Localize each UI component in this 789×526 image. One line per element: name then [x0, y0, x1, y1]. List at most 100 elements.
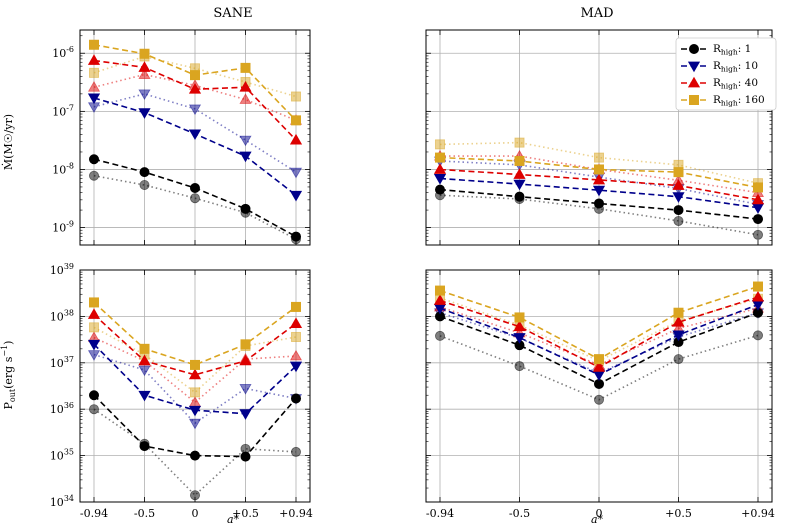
point-dashed-rhigh-40-mad-mdot	[433, 163, 447, 174]
ylabel-pout-main: P	[2, 401, 15, 409]
y-tick-label-sane-mdot: 10-7	[52, 103, 74, 118]
series-line-dashed-rhigh-160-mad-mdot	[439, 156, 759, 189]
x-tick-label-mad-pout: -0.5	[509, 507, 530, 520]
point-dashed-rhigh-40-mad-mdot	[513, 168, 526, 179]
panel-mad-pout: -0.94 -0.5 0 +0.5 +0.94	[425, 269, 775, 520]
point-dashed-rhigh-40-mad-pout	[751, 290, 765, 302]
ylabel-pout: Pout(erg s−1)	[0, 341, 17, 410]
point-dashed-rhigh-160-mad-mdot	[673, 167, 684, 178]
point-dotted-rhigh-160-mad-mdot	[514, 137, 525, 148]
point-dashed-rhigh-40-sane-pout	[188, 368, 202, 380]
xlabel-sane: a*	[227, 513, 240, 526]
legend-label-10: Rhigh: 10	[713, 60, 758, 74]
y-tick-label-base: 10	[50, 450, 64, 463]
y-tick-label-exp: -9	[66, 220, 74, 229]
point-dotted-rhigh-1-mad-pout	[673, 354, 684, 365]
y-tick-label-exp: -8	[66, 161, 74, 170]
point-dotted-rhigh-1-sane-mdot	[189, 193, 200, 204]
panels: 10-910-810-710-6103410351036103710381039…	[50, 29, 775, 520]
legend-label-10-main: R	[713, 60, 722, 72]
point-dashed-rhigh-40-mad-pout	[592, 361, 606, 372]
point-dotted-rhigh-1-sane-pout	[290, 446, 301, 457]
point-dashed-rhigh-160-sane-pout	[189, 359, 200, 370]
point-dashed-rhigh-160-mad-pout	[514, 312, 525, 323]
point-dashed-rhigh-10-mad-pout	[672, 330, 685, 342]
x-tick-label-mad-pout: 0	[596, 507, 603, 520]
y-tick-label-sane-mdot: 10-9	[52, 220, 74, 235]
point-dotted-rhigh-1-mad-pout	[514, 361, 525, 372]
point-dashed-rhigh-160-sane-pout	[89, 297, 100, 308]
legend-label-160: Rhigh: 160	[713, 94, 765, 108]
y-tick-label-base: 10	[50, 264, 64, 277]
point-dotted-rhigh-1-mad-pout	[594, 394, 605, 405]
y-tick-label-sane-pout: 1035	[50, 448, 74, 463]
y-tick-label-base: 10	[52, 163, 66, 176]
point-dotted-rhigh-40-sane-mdot	[138, 68, 151, 79]
point-dotted-rhigh-40-sane-mdot	[239, 93, 252, 104]
point-dashed-rhigh-40-sane-mdot	[289, 133, 303, 145]
point-dashed-rhigh-10-mad-mdot	[751, 203, 765, 214]
y-tick-label-exp: 37	[64, 355, 74, 364]
point-dashed-rhigh-1-sane-mdot	[89, 154, 100, 165]
point-dashed-rhigh-160-mad-mdot	[753, 182, 764, 193]
point-dashed-rhigh-160-mad-pout	[673, 307, 684, 318]
y-tick-label-sane-pout: 1037	[50, 355, 74, 370]
point-dotted-rhigh-1-mad-pout	[753, 330, 764, 341]
x-tick-label-mad-pout: +0.5	[665, 507, 692, 520]
point-dotted-rhigh-10-sane-pout	[138, 365, 151, 377]
point-dashed-rhigh-10-sane-mdot	[188, 129, 202, 141]
point-dashed-rhigh-1-sane-mdot	[189, 182, 200, 193]
y-tick-label-base: 10	[50, 310, 64, 323]
point-dotted-rhigh-160-sane-pout	[189, 387, 200, 398]
point-dotted-rhigh-1-mad-pout	[434, 330, 445, 341]
frame-mad-mdot	[425, 29, 773, 246]
point-dashed-rhigh-1-mad-mdot	[434, 184, 445, 195]
point-dotted-rhigh-1-mad-mdot	[753, 229, 764, 240]
point-dashed-rhigh-160-sane-pout	[240, 339, 251, 350]
point-dashed-rhigh-160-mad-pout	[753, 281, 764, 292]
legend: Rhigh: 1 Rhigh: 10 Rhigh: 40 Rhigh: 160	[675, 37, 777, 111]
point-dashed-rhigh-10-sane-mdot	[289, 190, 303, 202]
point-dashed-rhigh-1-mad-mdot	[673, 205, 684, 216]
legend-box	[675, 37, 777, 111]
y-tick-label-exp: 35	[64, 448, 74, 457]
point-dashed-rhigh-10-mad-pout	[513, 333, 526, 344]
point-dashed-rhigh-160-sane-pout	[139, 343, 150, 354]
point-dashed-rhigh-1-sane-pout	[189, 450, 200, 461]
x-tick-label-sane-pout: 0	[192, 507, 199, 520]
x-tick-label-sane-pout: +0.5	[232, 507, 259, 520]
point-dashed-rhigh-10-sane-mdot	[87, 93, 101, 105]
point-dashed-rhigh-40-sane-pout	[239, 354, 252, 366]
point-dotted-rhigh-1-sane-pout	[89, 404, 100, 415]
point-dashed-rhigh-10-sane-pout	[239, 409, 252, 420]
y-tick-label-exp: -6	[66, 45, 74, 54]
legend-marker-40	[687, 76, 701, 88]
frame-sane-pout	[79, 269, 311, 503]
legend-label-10-value: : 10	[738, 60, 758, 72]
legend-label-40-value: : 40	[738, 77, 758, 89]
point-dashed-rhigh-1-sane-pout	[139, 441, 150, 452]
series-line-dashed-rhigh-10-mad-mdot	[439, 177, 759, 209]
point-dashed-rhigh-40-sane-mdot	[138, 61, 151, 72]
point-dotted-rhigh-10-sane-mdot	[138, 89, 151, 101]
point-dashed-rhigh-40-sane-mdot	[239, 81, 252, 92]
point-dashed-rhigh-1-mad-mdot	[514, 191, 525, 202]
legend-label-10-sub: high	[721, 65, 738, 74]
point-dashed-rhigh-10-mad-mdot	[433, 174, 447, 185]
legend-marker-10	[687, 61, 701, 73]
legend-label-160-value: : 160	[738, 94, 765, 106]
y-tick-label-base: 10	[50, 403, 64, 416]
point-dashed-rhigh-10-sane-mdot	[239, 151, 252, 163]
x-tick-label-mad-pout: +0.94	[741, 507, 775, 520]
x-tick-label-sane-pout: -0.94	[80, 507, 108, 520]
y-tick-label-sane-pout: 1036	[50, 401, 74, 416]
point-dotted-rhigh-160-sane-mdot	[89, 67, 100, 78]
x-tick-label-sane-pout: +0.94	[279, 507, 313, 520]
point-dotted-rhigh-1-sane-mdot	[139, 180, 150, 191]
y-tick-label-exp: 36	[64, 401, 74, 410]
point-dashed-rhigh-160-mad-mdot	[514, 155, 525, 166]
title-mad: MAD	[580, 6, 613, 21]
point-dotted-rhigh-1-mad-mdot	[673, 215, 684, 226]
